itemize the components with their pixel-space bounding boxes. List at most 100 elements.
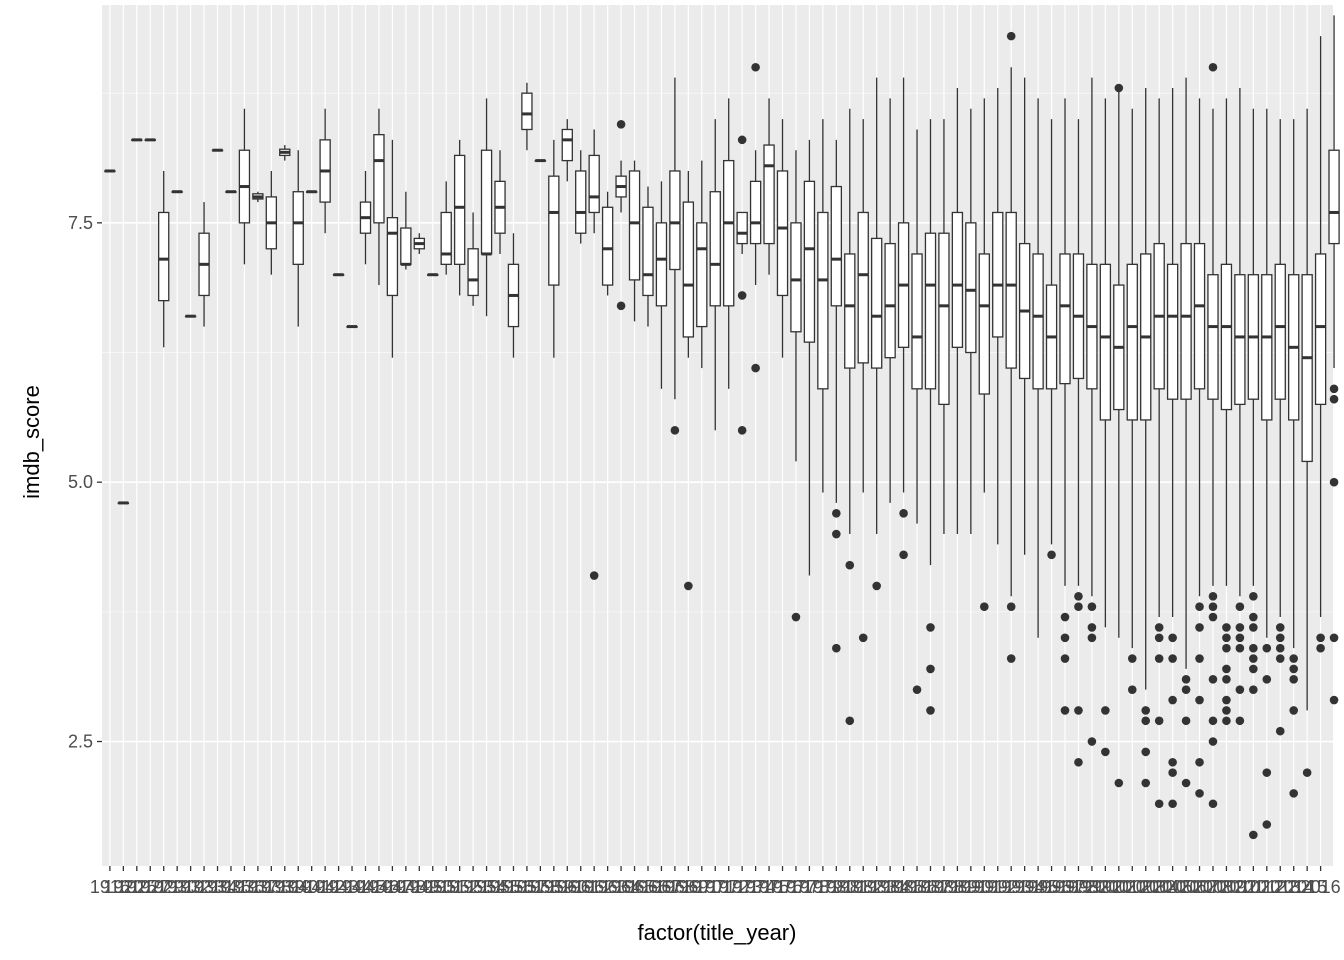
box-1944 — [346, 325, 358, 329]
outlier-point — [832, 643, 841, 653]
box-body — [709, 191, 721, 307]
box-body — [749, 180, 762, 245]
x-tick-label: 1990 — [951, 877, 991, 897]
box-1962 — [588, 129, 600, 580]
box-1951 — [440, 181, 452, 275]
x-tick-label: 1981 — [830, 877, 870, 897]
outlier-point — [1127, 654, 1137, 663]
box-1996 — [1045, 119, 1058, 560]
box-1997 — [1059, 98, 1071, 715]
x-tick-label: 1965 — [615, 877, 655, 897]
box-1979 — [817, 119, 829, 493]
box-2002 — [1126, 108, 1138, 694]
outlier-point — [1074, 602, 1083, 611]
x-tick-label: 1944 — [332, 877, 372, 897]
outlier-point — [1208, 62, 1218, 72]
outlier-point — [1195, 623, 1204, 632]
outlier-point — [832, 529, 841, 539]
box-body — [1207, 274, 1219, 400]
box-body — [992, 211, 1004, 338]
box-1978 — [803, 139, 816, 576]
outlier-point — [926, 664, 935, 674]
box-1925 — [131, 138, 143, 142]
x-tick-label: 2000 — [1085, 877, 1125, 897]
box-body — [292, 191, 304, 265]
x-tick-label: 1925 — [117, 877, 157, 897]
x-tick-label: 1920 — [103, 877, 143, 897]
box-body — [763, 144, 775, 245]
outlier-point — [1249, 623, 1258, 632]
box-body — [467, 248, 479, 297]
outlier-point — [737, 135, 747, 145]
x-tick-label: 1964 — [601, 877, 641, 897]
outlier-point — [1060, 654, 1070, 663]
boxes-layer — [104, 15, 1340, 840]
outlier-point — [1302, 768, 1312, 777]
box-2003 — [1140, 87, 1152, 788]
x-tick-label: 1997 — [1045, 877, 1085, 897]
box-1983 — [870, 77, 883, 591]
x-tick-label: 2008 — [1193, 877, 1233, 897]
x-tick-label: 1979 — [803, 877, 843, 897]
outlier-point — [1222, 633, 1231, 643]
box-1985 — [897, 77, 910, 560]
box-1995 — [1032, 98, 1044, 638]
outlier-point — [1208, 602, 1218, 611]
box-2011 — [1247, 108, 1260, 840]
x-tick-label: 1938 — [251, 877, 291, 897]
outlier-point — [1047, 550, 1056, 560]
x-tick-label: 1958 — [520, 877, 560, 897]
x-tick-label: 1930 — [157, 877, 197, 897]
x-tick-label: 1932 — [171, 877, 211, 897]
x-tick-label: 1945 — [345, 877, 385, 897]
outlier-point — [1181, 778, 1191, 788]
box-1937 — [252, 191, 264, 203]
outlier-point — [737, 291, 747, 300]
box-2004 — [1153, 98, 1165, 809]
box-1950 — [427, 273, 439, 277]
outlier-point — [1208, 591, 1218, 601]
outlier-point — [589, 571, 599, 580]
x-tick-label: 1977 — [776, 877, 816, 897]
outlier-point — [899, 550, 908, 560]
box-1971 — [709, 119, 721, 431]
x-tick-label: 1973 — [722, 877, 762, 897]
box-body — [655, 222, 668, 307]
outlier-point — [1275, 726, 1285, 736]
x-tick-label: 1966 — [628, 877, 668, 897]
outlier-point — [1222, 674, 1231, 684]
outlier-point — [1249, 643, 1258, 653]
box-body — [830, 185, 843, 307]
x-tick-label: 1995 — [1018, 877, 1058, 897]
outlier-point — [1006, 602, 1016, 611]
outlier-point — [1006, 654, 1016, 663]
x-tick-label: 1986 — [897, 877, 937, 897]
outlier-point — [1316, 633, 1325, 643]
y-tick-label: 5.0 — [68, 472, 93, 492]
x-tick-label: 1949 — [399, 877, 439, 897]
box-body — [790, 222, 802, 333]
outlier-point — [912, 685, 922, 694]
box-2008 — [1207, 62, 1219, 809]
box-2013 — [1274, 119, 1286, 736]
box-1969 — [682, 170, 695, 591]
outlier-point — [926, 623, 935, 632]
box-1966 — [642, 186, 654, 327]
box-body — [911, 253, 923, 390]
outlier-point — [1074, 757, 1083, 767]
outlier-point — [1329, 384, 1339, 394]
box-1990 — [965, 108, 977, 535]
x-tick-label: 1991 — [964, 877, 1004, 897]
box-1958 — [534, 159, 547, 163]
box-1961 — [575, 150, 587, 244]
x-tick-label: 1955 — [480, 877, 520, 897]
outlier-point — [1181, 716, 1191, 726]
x-tick-label: 1985 — [884, 877, 924, 897]
box-1964 — [615, 119, 627, 311]
x-tick-label: 1987 — [910, 877, 950, 897]
outlier-point — [1060, 706, 1070, 715]
x-tick-label: 1993 — [991, 877, 1031, 897]
box-1974 — [749, 62, 762, 373]
outlier-point — [845, 716, 855, 726]
box-body — [1234, 274, 1246, 406]
